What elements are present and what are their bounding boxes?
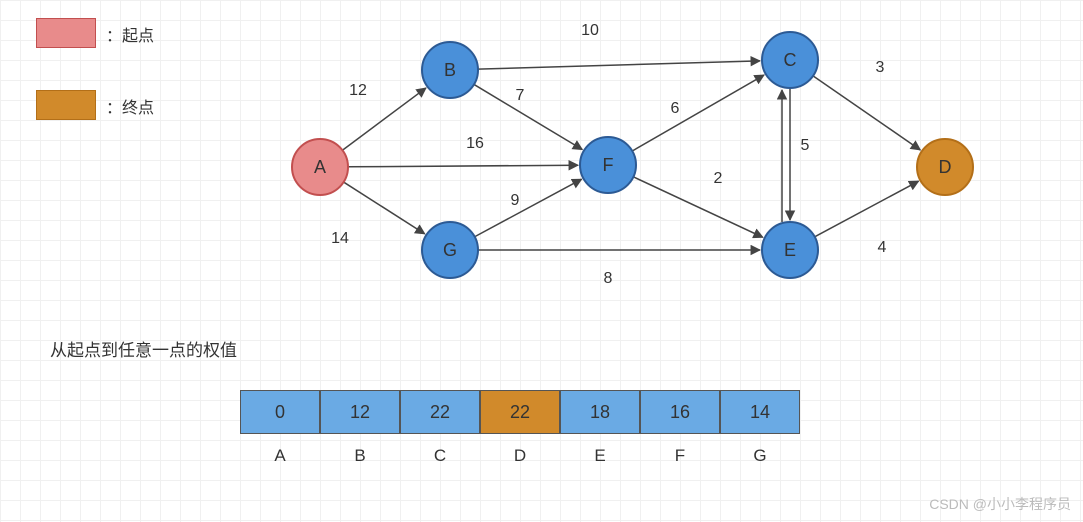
table-label-F: F [640, 446, 720, 466]
graph-svg: ABCDEFG 1216141079862534 [0, 0, 1083, 522]
table-label-C: C [400, 446, 480, 466]
node-F [580, 137, 636, 193]
edge-weight-F-E: 2 [714, 170, 723, 187]
edge-C-D [813, 76, 920, 150]
table-cell-D: 22 [480, 390, 560, 434]
node-E [762, 222, 818, 278]
edge-weight-E-D: 4 [878, 239, 887, 256]
table-label-A: A [240, 446, 320, 466]
edge-weight-G-F: 9 [511, 192, 520, 209]
table-cell-G: 14 [720, 390, 800, 434]
table-cell-E: 18 [560, 390, 640, 434]
table-cell-A: 0 [240, 390, 320, 434]
edge-weight-G-E: 8 [604, 270, 613, 287]
node-C [762, 32, 818, 88]
edge-weight-C-E: 5 [801, 137, 810, 154]
edge-weight-F-C: 6 [671, 100, 680, 117]
edge-E-D [815, 181, 919, 237]
table-cell-C: 22 [400, 390, 480, 434]
node-G [422, 222, 478, 278]
edge-A-F [348, 165, 578, 167]
edge-weight-A-B: 12 [349, 82, 367, 99]
edge-B-F [474, 84, 582, 149]
edge-weight-A-F: 16 [466, 135, 484, 152]
edge-weight-B-F: 7 [516, 87, 525, 104]
edge-B-C [478, 61, 760, 69]
node-label-A: A [314, 157, 326, 177]
edge-A-B [342, 88, 426, 150]
legend-end-label: ：终点 [106, 94, 154, 118]
node-label-E: E [784, 240, 796, 260]
table-label-D: D [480, 446, 560, 466]
edge-G-F [475, 179, 582, 237]
node-label-B: B [444, 60, 456, 80]
legend-start-swatch [36, 18, 96, 48]
node-label-D: D [939, 157, 952, 177]
table-cell-B: 12 [320, 390, 400, 434]
legend-start-label: ：起点 [106, 22, 154, 46]
node-label-F: F [603, 155, 614, 175]
node-label-G: G [443, 240, 457, 260]
edge-weight-A-G: 14 [331, 230, 349, 247]
node-D [917, 139, 973, 195]
node-B [422, 42, 478, 98]
section-label: 从起点到任意一点的权值 [50, 336, 237, 361]
edge-A-G [344, 182, 425, 234]
table-label-G: G [720, 446, 800, 466]
table-label-E: E [560, 446, 640, 466]
edge-F-E [633, 177, 762, 237]
legend-end-swatch [36, 90, 96, 120]
table-cell-F: 16 [640, 390, 720, 434]
node-A [292, 139, 348, 195]
node-label-C: C [784, 50, 797, 70]
edge-weight-C-D: 3 [876, 59, 885, 76]
table-label-B: B [320, 446, 400, 466]
edge-weight-B-C: 10 [581, 22, 599, 39]
watermark: CSDN @小小李程序员 [929, 494, 1071, 514]
edge-F-C [632, 75, 764, 151]
